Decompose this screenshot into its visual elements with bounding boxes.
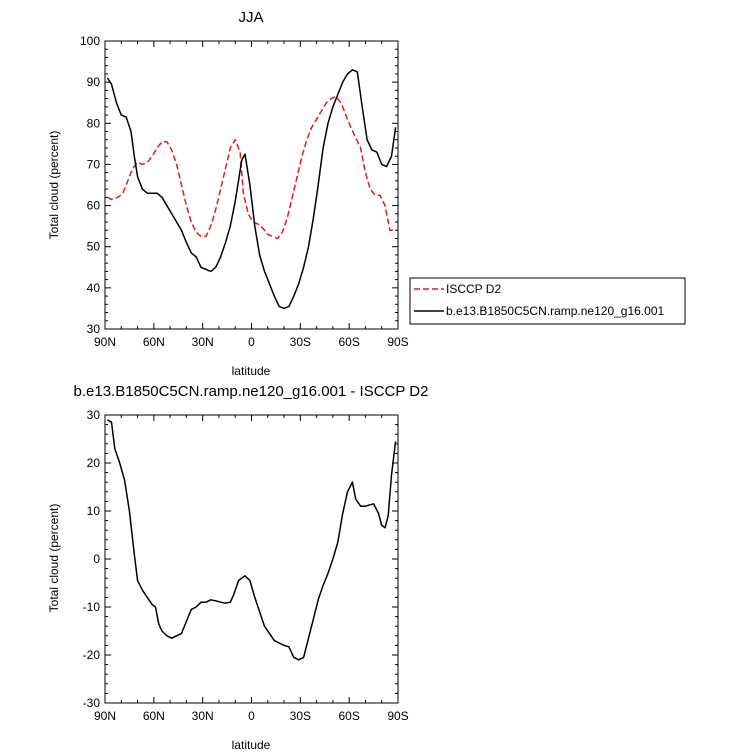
top-plot-frame [104, 40, 399, 330]
top-y-tick-label: 80 [87, 116, 101, 130]
top-panel: JJA Total cloud (percent) latitude 30 40 5… [47, 9, 409, 378]
top-x-axis-label: latitude [232, 364, 271, 378]
top-y-tick-label: 60 [87, 199, 101, 213]
top-axis-ticks: 30 40 50 60 70 80 90 100 90N 60N 30N 0 30S 60S 90S [80, 34, 409, 349]
top-y-tick-label: 30 [87, 322, 101, 336]
bottom-x-tick-label: 60N [143, 709, 165, 723]
top-x-tick-label: 30S [290, 335, 311, 349]
bottom-y-tick-label: -20 [83, 648, 101, 662]
bottom-series-line-0 [107, 419, 397, 661]
top-x-tick-label: 60S [338, 335, 359, 349]
top-y-axis-label: Total cloud (percent) [47, 131, 61, 240]
top-y-tick-label: 100 [80, 34, 100, 48]
bottom-axis-ticks: -30 -20 -10 0 10 20 30 90N 60N 30N 0 30S 60S 90S [83, 408, 409, 723]
bottom-x-tick-label: 90S [387, 709, 408, 723]
legend-label-model: b.e13.B1850C5CN.ramp.ne120_g16.001 [446, 304, 664, 318]
bottom-y-axis-label: Total cloud (percent) [47, 504, 61, 613]
bottom-x-axis-label: latitude [232, 738, 271, 752]
bottom-y-tick-label: -30 [83, 696, 101, 710]
bottom-y-tick-label: 30 [87, 408, 101, 422]
bottom-y-tick-label: 0 [93, 552, 100, 566]
legend-label-isccp: ISCCP D2 [446, 282, 501, 296]
bottom-chart-title: b.e13.B1850C5CN.ramp.ne120_g16.001 - ISC… [74, 383, 429, 400]
top-y-tick-label: 90 [87, 75, 101, 89]
top-x-tick-label: 60N [143, 335, 165, 349]
bottom-x-tick-label: 90N [94, 709, 116, 723]
top-x-tick-label: 90N [94, 335, 116, 349]
top-x-tick-label: 90S [387, 335, 408, 349]
top-series-line-1 [106, 69, 397, 310]
top-plot-lines [106, 69, 397, 310]
top-chart-title: JJA [238, 9, 263, 26]
bottom-panel: b.e13.B1850C5CN.ramp.ne120_g16.001 - ISC… [47, 383, 428, 752]
bottom-x-tick-label: 30S [290, 709, 311, 723]
legend: ISCCP D2 b.e13.B1850C5CN.ramp.ne120_g16.… [409, 277, 686, 325]
top-y-tick-label: 50 [87, 240, 101, 254]
top-y-tick-label: 70 [87, 157, 101, 171]
bottom-x-tick-label: 0 [248, 709, 255, 723]
top-series-line-0 [107, 95, 396, 240]
bottom-plot-frame [104, 414, 399, 704]
top-x-tick-label: 0 [248, 335, 255, 349]
bottom-y-tick-label: 10 [87, 504, 101, 518]
bottom-y-tick-label: -10 [83, 600, 101, 614]
legend-box [409, 277, 686, 325]
bottom-x-tick-label: 60S [338, 709, 359, 723]
bottom-y-tick-label: 20 [87, 456, 101, 470]
bottom-x-tick-label: 30N [192, 709, 214, 723]
top-y-tick-label: 40 [87, 281, 101, 295]
bottom-plot-lines [107, 419, 397, 661]
top-x-tick-label: 30N [192, 335, 214, 349]
